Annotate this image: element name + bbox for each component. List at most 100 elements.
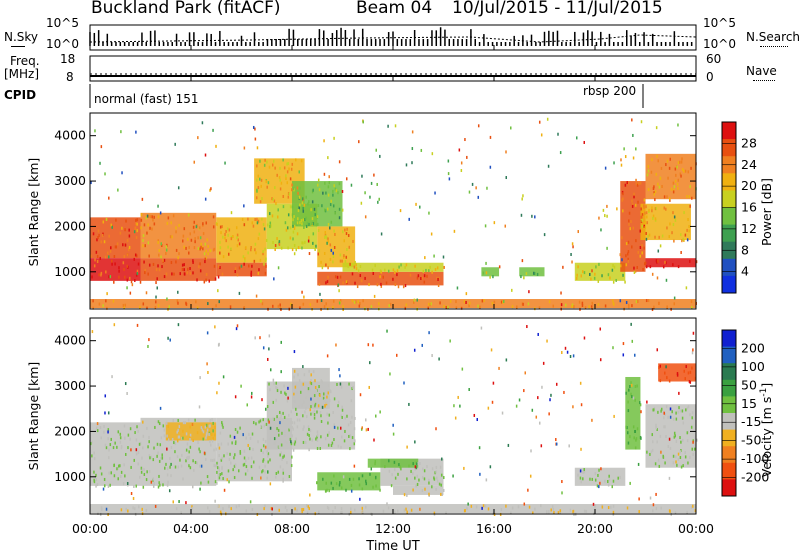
power-speckle [504,224,507,228]
power-speckle [135,273,138,277]
velocity-speckle [324,404,326,408]
power-speckle [576,136,578,140]
power-speckle [663,206,666,210]
power-speckle [264,271,267,275]
velocity-speckle [251,432,254,436]
power-speckle [674,167,677,171]
power-speckle [619,264,622,268]
velocity-speckle [305,396,307,400]
velocity-speckle [345,488,347,492]
velocity-speckle [172,500,174,504]
velocity-speckle [148,454,151,458]
velocity-speckle [428,478,430,482]
power-speckle [521,259,524,263]
velocity-speckle [321,380,324,384]
velocity-speckle [238,504,240,508]
power-speckle [299,221,301,225]
velocity-speckle [332,510,334,514]
power-speckle [166,221,169,225]
power-speckle [655,206,657,210]
power-speckle [379,275,381,279]
velocity-speckle [569,508,572,512]
velocity-speckle [306,504,308,508]
power-speckle [438,276,440,280]
power-speckle [674,179,677,183]
velocity-speckle [320,419,323,423]
velocity-speckle [398,463,400,467]
velocity-speckle [278,444,280,448]
power-speckle [343,239,346,243]
velocity-speckle [594,478,597,482]
power-speckle [296,232,299,236]
power-speckle [267,181,270,185]
velocity-speckle [174,442,177,446]
velocity-speckle [284,433,286,437]
power-speckle [591,306,594,310]
power-speckle [157,239,160,243]
velocity-speckle [634,429,637,433]
velocity-speckle [683,369,685,373]
velocity-speckle [349,421,352,425]
power-speckle [286,162,288,166]
velocity-speckle [400,467,402,471]
velocity-speckle [612,504,615,508]
power-speckle [673,215,676,219]
velocity-speckle [189,425,192,429]
power-speckle [523,276,525,280]
velocity-speckle [209,440,211,444]
power-speckle [639,254,642,258]
velocity-speckle [196,461,198,465]
power-speckle [311,190,314,194]
velocity-speckle [628,388,630,392]
velocity-speckle [327,383,330,387]
power-speckle [394,283,397,287]
power-speckle [595,265,597,269]
velocity-speckle [251,476,253,480]
power-speckle [641,251,643,255]
velocity-speckle [276,387,278,391]
power-speckle [289,205,292,209]
power-speckle [204,197,207,201]
velocity-speckle [107,411,110,415]
velocity-speckle [95,484,97,488]
power-speckle [634,269,637,273]
velocity-speckle [372,343,374,347]
velocity-speckle [202,430,205,434]
time-axis-label: Time UT [365,539,419,554]
velocity-speckle [174,450,176,454]
velocity-speckle [505,504,507,508]
power-speckle [624,280,626,284]
power-speckle [105,217,108,221]
power-speckle [477,195,480,199]
velocity-speckle [323,392,325,396]
velocity-speckle [281,457,283,461]
velocity-speckle [657,458,660,462]
power-speckle [157,204,159,208]
power-speckle [145,216,148,220]
power-speckle [371,268,374,272]
power-speckle [302,197,304,201]
velocity-speckle [318,510,320,514]
power-speckle [108,196,110,200]
power-speckle [668,166,671,170]
velocity-speckle [269,437,272,441]
velocity-speckle [107,430,109,434]
power-speckle [258,232,261,236]
power-speckle [234,267,237,271]
velocity-speckle [136,323,139,327]
power-speckle [575,276,578,280]
power-speckle [277,304,280,308]
power-speckle [583,271,586,275]
power-speckle [666,305,668,309]
velocity-speckle [660,407,663,411]
velocity-speckle [630,381,632,385]
power-speckle [308,252,311,256]
velocity-speckle [680,465,683,469]
power-speckle [552,304,555,308]
power-speckle [150,215,152,219]
power-speckle [92,299,94,303]
velocity-speckle [245,509,248,513]
velocity-speckle [379,488,381,492]
velocity-speckle [278,508,280,512]
power-speckle [633,195,635,199]
